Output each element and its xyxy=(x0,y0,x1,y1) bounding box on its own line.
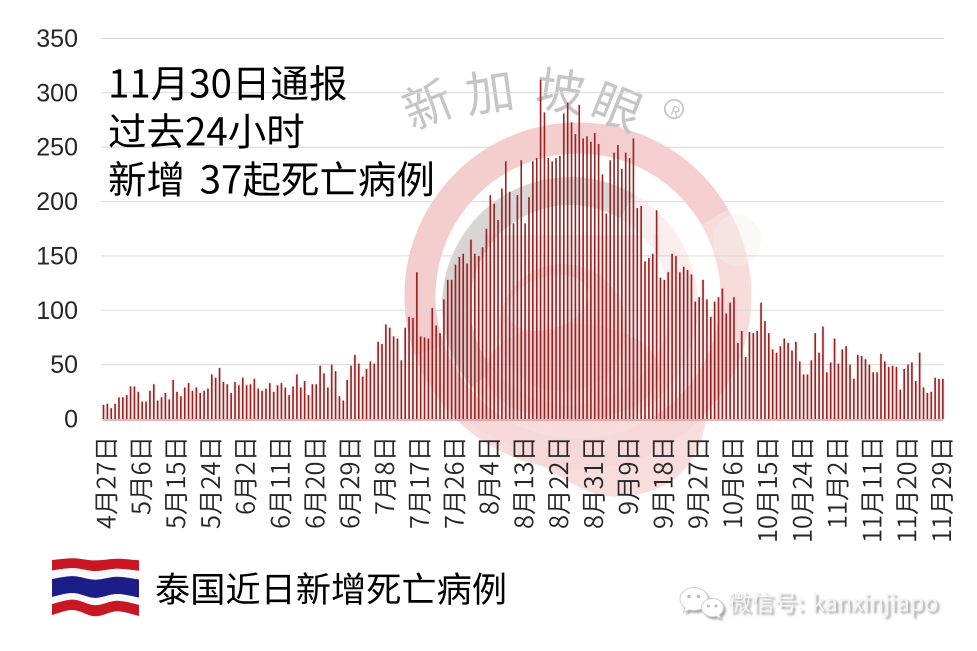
svg-text:100: 100 xyxy=(36,297,78,325)
svg-text:200: 200 xyxy=(36,188,78,216)
svg-text:0: 0 xyxy=(64,406,78,434)
svg-text:300: 300 xyxy=(36,79,78,107)
svg-text:150: 150 xyxy=(36,242,78,270)
svg-text:250: 250 xyxy=(36,134,78,162)
svg-text:350: 350 xyxy=(36,25,78,53)
svg-text:50: 50 xyxy=(50,351,78,379)
